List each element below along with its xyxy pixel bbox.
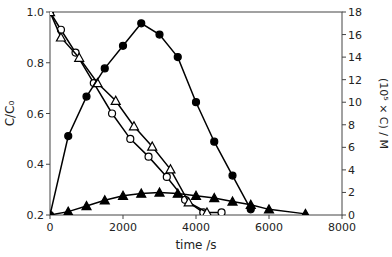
y2-tick <box>342 169 346 170</box>
y-tick-label: 0.4 <box>27 158 45 171</box>
data-point <box>111 96 120 104</box>
y2-tick-label: 8 <box>348 119 355 132</box>
y2-tick <box>342 147 346 148</box>
data-point <box>218 209 225 215</box>
y2-tick-label: 16 <box>348 29 362 42</box>
data-point <box>120 42 127 49</box>
y-tick <box>46 12 50 13</box>
y2-tick-label: 4 <box>348 164 355 177</box>
y2-tick <box>342 12 346 13</box>
plot-frame <box>50 12 342 215</box>
y2-tick <box>342 215 346 216</box>
data-point <box>193 99 200 106</box>
x-tick-label: 4000 <box>182 221 210 234</box>
y2-tick-label: 6 <box>348 141 355 154</box>
data-point <box>192 191 201 199</box>
y-tick <box>46 164 50 165</box>
y-axis-label: C/C₀ <box>3 101 17 127</box>
x-tick <box>342 215 343 219</box>
data-point <box>228 197 237 205</box>
data-point <box>137 189 146 197</box>
data-point <box>100 196 109 204</box>
y2-tick-label: 2 <box>348 186 355 199</box>
x-tick-label: 0 <box>47 221 54 234</box>
x-tick <box>123 215 124 219</box>
x-tick <box>50 215 51 219</box>
y2-tick <box>342 34 346 35</box>
y-tick <box>46 62 50 63</box>
y2-tick-label: 14 <box>348 51 362 64</box>
data-point <box>119 191 128 199</box>
data-point <box>156 31 163 38</box>
y-tick-label: 1.0 <box>27 6 45 19</box>
data-point <box>211 138 218 145</box>
data-point <box>166 165 175 173</box>
y2-tick-label: 18 <box>348 6 362 19</box>
data-point <box>163 173 170 180</box>
series-line <box>50 23 251 215</box>
data-point <box>65 133 72 140</box>
data-point <box>155 188 164 196</box>
y-tick-label: 0.8 <box>27 57 45 70</box>
data-point <box>75 53 84 61</box>
y2-tick <box>342 79 346 80</box>
data-point <box>64 207 73 215</box>
data-point <box>202 208 211 215</box>
y-tick <box>46 113 50 114</box>
x-tick <box>196 215 197 219</box>
x-tick-label: 2000 <box>109 221 137 234</box>
y-tick-label: 0.6 <box>27 108 45 121</box>
y2-tick <box>342 57 346 58</box>
y2-tick-label: 10 <box>348 96 362 109</box>
series-line <box>50 12 222 212</box>
y-tick <box>46 215 50 216</box>
data-point <box>109 110 116 117</box>
data-point <box>210 194 219 202</box>
data-point <box>174 54 181 61</box>
chart: 0 2000 4000 6000 8000 0.2 0.4 0.6 0.8 1.0 0 2 4 6 8 10 1… <box>0 0 392 257</box>
y2-tick-label: 12 <box>348 74 362 87</box>
y2-tick <box>342 124 346 125</box>
data-point <box>50 12 55 16</box>
data-point <box>229 172 236 179</box>
data-point <box>127 135 134 142</box>
series-line <box>50 12 207 212</box>
data-point <box>173 189 182 197</box>
data-point <box>50 12 54 16</box>
data-point <box>82 201 91 209</box>
x-axis-label: time /s <box>175 238 216 252</box>
data-point <box>138 20 145 27</box>
data-point <box>246 200 255 208</box>
y2-tick <box>342 102 346 103</box>
data-point <box>101 65 108 72</box>
y-tick-label: 0.2 <box>27 209 45 222</box>
data-point <box>145 153 152 160</box>
data-point <box>83 93 90 100</box>
y2-axis-label: (10⁵ × C) / M <box>377 78 390 149</box>
data-point <box>301 209 310 215</box>
x-tick-label: 8000 <box>328 221 356 234</box>
data-point <box>265 205 274 213</box>
plot-area <box>50 12 310 215</box>
data-point <box>56 33 65 41</box>
data-point <box>50 211 55 216</box>
y2-tick <box>342 192 346 193</box>
x-tick-label: 6000 <box>255 221 283 234</box>
data-point <box>148 142 157 150</box>
data-point <box>129 122 138 130</box>
x-tick <box>269 215 270 219</box>
y2-tick-label: 0 <box>348 209 355 222</box>
